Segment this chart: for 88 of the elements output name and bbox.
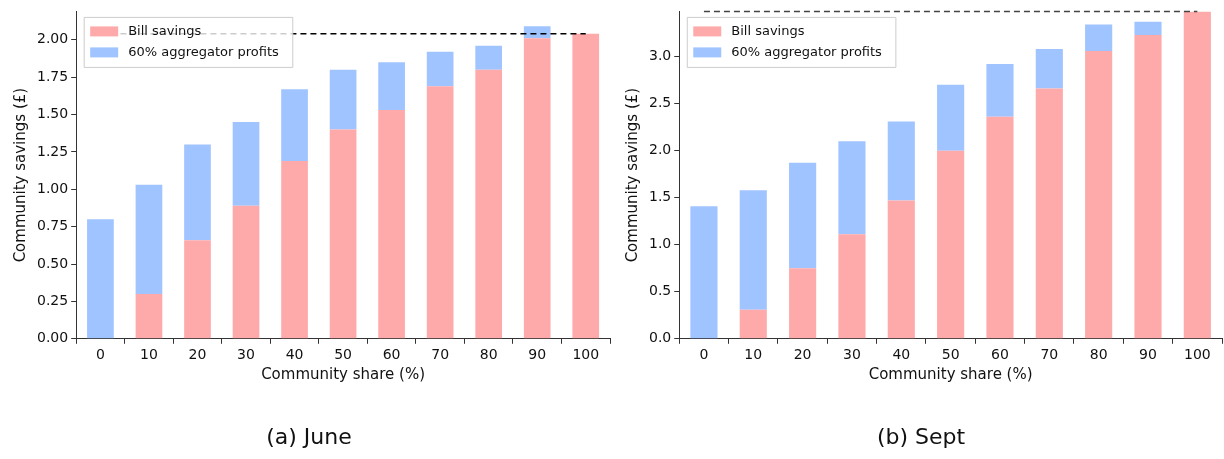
legend-label: 60% aggregator profits [731, 43, 883, 59]
bar [378, 110, 405, 339]
bar [523, 26, 551, 39]
x-tick-label: 10 [744, 345, 763, 362]
bar [838, 141, 866, 235]
x-tick-label: 70 [431, 345, 450, 362]
y-tick-label: 1.00 [37, 179, 69, 196]
x-tick-label: 10 [140, 345, 158, 362]
bar [523, 38, 551, 339]
y-tick-label: 0.5 [649, 282, 672, 299]
bar [690, 206, 718, 339]
x-tick-label: 70 [1040, 345, 1059, 362]
x-tick-label: 90 [1139, 345, 1157, 362]
legend-label: Bill savings [128, 22, 202, 38]
bar [986, 116, 1014, 339]
legend-label: 60% aggregator profits [128, 43, 280, 59]
x-axis-title: Community share (%) [868, 365, 1033, 384]
x-tick-label: 30 [843, 345, 861, 362]
bar [232, 122, 260, 206]
y-tick-label: 0.75 [37, 217, 69, 234]
bar [426, 51, 454, 87]
bar [887, 121, 915, 201]
x-tick-label: 80 [1089, 345, 1108, 362]
x-tick-label: 80 [479, 345, 498, 362]
y-tick-label: 1.25 [37, 142, 69, 159]
bar [87, 219, 114, 339]
text: (a) June [266, 423, 352, 449]
x-tick-label: 100 [1183, 345, 1211, 362]
bar [1035, 49, 1063, 89]
bar [329, 129, 357, 339]
text: (b) Sept [876, 423, 966, 449]
x-axis-title: Community share (%) [261, 365, 426, 384]
bar [838, 234, 866, 339]
bar [184, 240, 211, 339]
bar [739, 309, 767, 339]
bar [135, 184, 163, 294]
x-tick-label: 90 [528, 345, 547, 362]
bar [184, 144, 211, 241]
y-tick-label: 0.0 [649, 329, 672, 346]
bar [475, 45, 503, 70]
bar [1035, 88, 1063, 339]
x-tick-label: 60 [991, 345, 1009, 362]
y-tick-label: 1.75 [37, 67, 69, 84]
y-tick-label: 0.25 [37, 292, 69, 309]
x-tick-label: 40 [285, 345, 304, 362]
bar [1183, 11, 1211, 339]
legend-label: Bill savings [731, 22, 805, 38]
bar [1085, 50, 1113, 339]
bar [281, 89, 308, 161]
y-tick-label: 1.50 [37, 105, 69, 122]
x-tick-label: 50 [941, 345, 960, 362]
x-tick-label: 20 [793, 345, 812, 362]
y-axis-title: Community savings (£) [622, 87, 641, 263]
bar [887, 200, 915, 339]
bar [789, 268, 817, 339]
bar [1085, 24, 1113, 51]
bar [135, 293, 163, 339]
bar [937, 84, 965, 151]
bar [475, 69, 503, 339]
y-tick-label: 1.5 [649, 188, 672, 205]
y-tick-label: 3.0 [649, 47, 672, 64]
x-tick-label: 20 [188, 345, 207, 362]
bar [378, 62, 405, 111]
x-tick-label: 40 [892, 345, 911, 362]
bar [1134, 21, 1162, 35]
y-tick-label: 0.00 [37, 329, 69, 346]
y-axis-title: Community savings (£) [10, 87, 29, 263]
bar [1134, 34, 1162, 339]
x-tick-label: 30 [237, 345, 255, 362]
bar [426, 86, 454, 339]
x-tick-label: 0 [699, 345, 709, 362]
y-tick-label: 2.5 [649, 94, 672, 111]
bar [281, 160, 308, 339]
y-tick-label: 2.0 [649, 141, 672, 158]
bar [572, 33, 600, 339]
x-tick-label: 0 [95, 345, 105, 362]
y-tick-label: 0.50 [37, 254, 69, 271]
bar [937, 150, 965, 339]
x-tick-label: 60 [382, 345, 401, 362]
bar [739, 190, 767, 310]
bar [789, 162, 817, 269]
bar [232, 205, 260, 339]
y-tick-label: 1.0 [649, 235, 672, 252]
x-tick-label: 50 [334, 345, 352, 362]
bar [986, 64, 1014, 117]
bar [329, 69, 357, 130]
y-tick-label: 2.00 [37, 30, 69, 47]
x-tick-label: 100 [572, 345, 600, 362]
